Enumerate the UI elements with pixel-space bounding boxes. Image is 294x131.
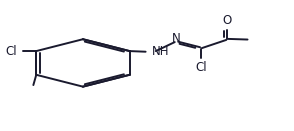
Text: N: N (172, 32, 181, 45)
Text: O: O (223, 14, 232, 27)
Text: Cl: Cl (6, 45, 17, 58)
Text: Cl: Cl (195, 61, 207, 74)
Text: NH: NH (151, 45, 169, 58)
